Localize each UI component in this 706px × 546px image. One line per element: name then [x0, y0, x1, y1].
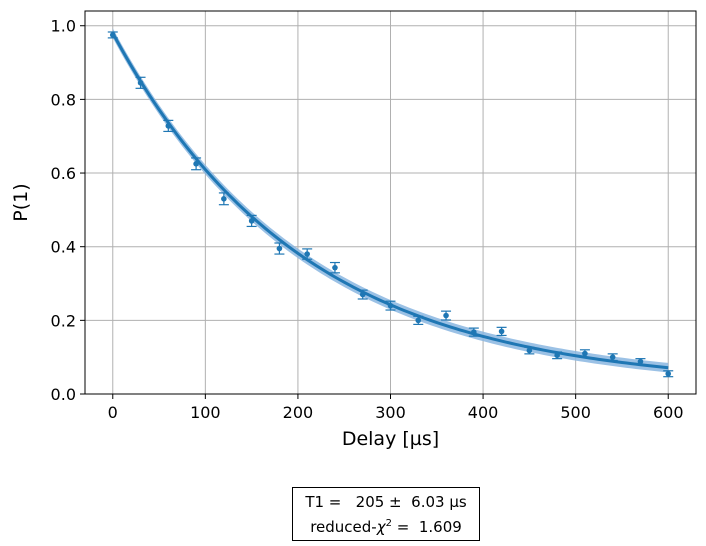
y-tick-label: 0.6 [51, 164, 76, 183]
y-tick-label: 0.4 [51, 238, 76, 257]
data-point-group [107, 31, 118, 39]
chi2-value: = 1.609 [391, 517, 462, 536]
data-point-group [413, 315, 424, 325]
chi-exponent: 2 [385, 517, 392, 529]
x-tick-label: 0 [108, 403, 118, 422]
grid [85, 11, 696, 395]
fit-result-box: T1 = 205 ± 6.03 µs reduced-χ2 = 1.609 [292, 487, 480, 541]
data-point-group [385, 300, 396, 311]
x-tick-label: 100 [190, 403, 221, 422]
x-axis-label: Delay [µs] [342, 428, 439, 450]
data-point [554, 352, 560, 359]
data-point [609, 354, 616, 360]
y-tick-label: 0.2 [51, 311, 76, 330]
x-tick-label: 500 [560, 403, 591, 422]
data-point-group [135, 76, 146, 89]
data-point-group [552, 351, 563, 360]
y-axis-label: P(1) [10, 183, 32, 221]
data-point [387, 302, 394, 309]
data-point [526, 347, 533, 354]
x-tick-label: 400 [468, 403, 499, 422]
ticks-layer: 0 100 200 300 400 500 600 0.0 0.2 0.4 0.6 0.8 1.0 [51, 17, 684, 422]
data-point [304, 251, 310, 257]
data-point-group [163, 119, 174, 133]
data-point-group [496, 326, 507, 337]
data-point [276, 245, 283, 252]
data-point-group [663, 370, 674, 378]
chi2-prefix: reduced- [310, 517, 377, 536]
data-point [443, 312, 449, 319]
y-tick-label: 0.0 [51, 385, 76, 404]
data-point [193, 161, 199, 167]
data-point-group [357, 289, 368, 300]
data-point [221, 196, 227, 202]
y-tick-label: 0.8 [51, 90, 76, 109]
data-point [415, 317, 422, 324]
data-point-group [635, 358, 646, 366]
data-point [471, 329, 477, 335]
data-point-group [579, 349, 590, 358]
data-point [165, 123, 172, 129]
data-point-group [274, 242, 285, 255]
data-point [248, 218, 255, 224]
x-tick-label: 600 [653, 403, 684, 422]
data-points-layer [107, 31, 674, 378]
data-point-group [191, 157, 202, 171]
y-tick-label: 1.0 [51, 17, 76, 36]
data-point [637, 358, 644, 365]
data-point-group [302, 248, 313, 260]
data-point-group [607, 353, 618, 362]
data-point [498, 328, 505, 335]
data-point [582, 350, 588, 357]
data-point [665, 370, 672, 377]
data-point-group [441, 310, 452, 321]
x-tick-label: 300 [375, 403, 406, 422]
x-tick-label: 200 [283, 403, 314, 422]
data-point-group [524, 346, 535, 355]
fit-t1-text: T1 = 205 ± 6.03 µs [305, 492, 467, 511]
data-point-group [246, 214, 257, 228]
fit-chi2-line: reduced-χ2 = 1.609 [310, 513, 462, 538]
data-point [332, 264, 338, 271]
data-point-group [218, 192, 229, 206]
data-point-group [468, 327, 479, 337]
chi-symbol: χ [376, 517, 386, 536]
data-point [109, 32, 116, 38]
data-point [137, 80, 144, 86]
data-point [359, 291, 366, 298]
data-point-group [329, 261, 340, 274]
